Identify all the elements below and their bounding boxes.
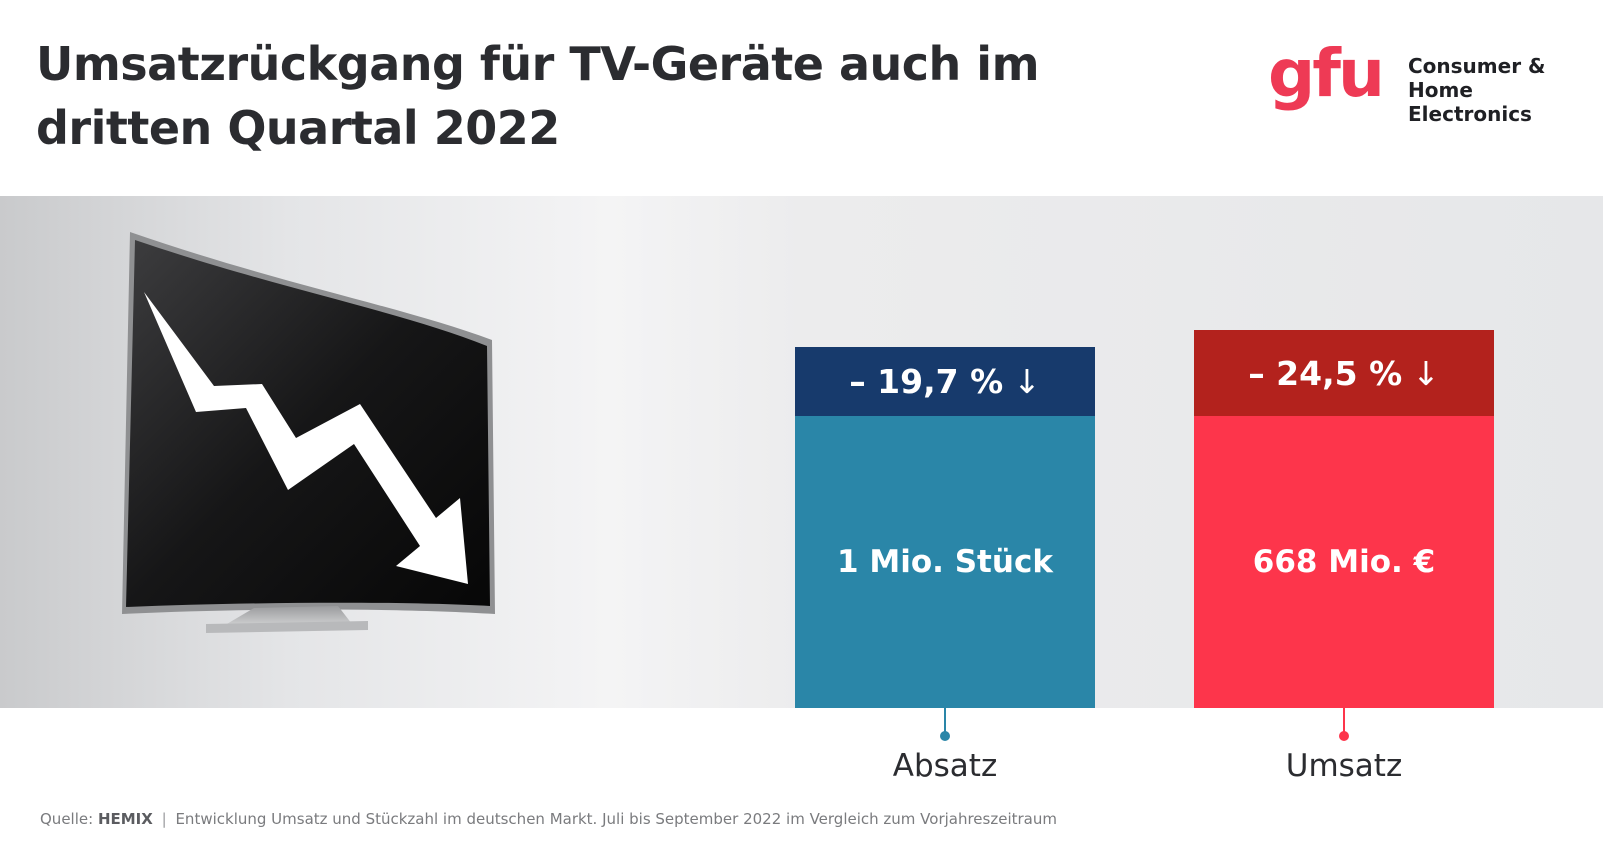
gfu-logo: gfu Consumer & Home Electronics — [1268, 35, 1588, 126]
logo-brand: gfu — [1268, 35, 1385, 112]
source-brand: HEMIX — [97, 810, 153, 828]
bar-absatz-value: 1 Mio. Stück — [795, 416, 1095, 708]
category-label-absatz: Absatz — [892, 748, 998, 784]
page-title: Umsatzrückgang für TV-Geräte auch im dri… — [36, 32, 1116, 160]
bar-umsatz-change: – 24,5 % ↓ — [1194, 330, 1494, 416]
change-label-umsatz: – 24,5 % — [1248, 353, 1403, 393]
logo-subtitle-2: Home Electronics — [1408, 78, 1532, 126]
down-arrow-icon: ↓ — [1412, 353, 1440, 393]
category-dot-absatz — [940, 731, 950, 741]
bar-absatz: – 19,7 % ↓ 1 Mio. Stück — [795, 347, 1095, 708]
tv-screen — [126, 240, 490, 607]
bar-umsatz-value: 668 Mio. € — [1194, 416, 1494, 708]
value-label-absatz: 1 Mio. Stück — [837, 544, 1053, 580]
value-label-umsatz: 668 Mio. € — [1252, 544, 1436, 580]
tv-image — [122, 232, 495, 633]
change-label-absatz: – 19,7 % — [849, 362, 1004, 401]
source-separator: | — [161, 810, 167, 828]
category-label-umsatz: Umsatz — [1285, 748, 1403, 784]
bar-absatz-change: – 19,7 % ↓ — [795, 347, 1095, 416]
category-tick-absatz — [944, 708, 946, 734]
category-dot-umsatz — [1339, 731, 1349, 741]
logo-subtitle-1: Consumer & — [1408, 54, 1546, 78]
down-arrow-icon: ↓ — [1013, 362, 1041, 401]
source-note: Quelle: HEMIX | Entwicklung Umsatz und S… — [40, 810, 1057, 828]
bar-umsatz: – 24,5 % ↓ 668 Mio. € — [1194, 330, 1494, 708]
trend-down-arrow-icon — [144, 292, 468, 584]
category-tick-umsatz — [1343, 708, 1345, 734]
title-line-2: dritten Quartal 2022 — [36, 101, 560, 155]
title-line-1: Umsatzrückgang für TV-Geräte auch im — [36, 37, 1040, 91]
source-text: Entwicklung Umsatz und Stückzahl im deut… — [175, 810, 1057, 828]
source-prefix: Quelle: — [40, 810, 94, 828]
